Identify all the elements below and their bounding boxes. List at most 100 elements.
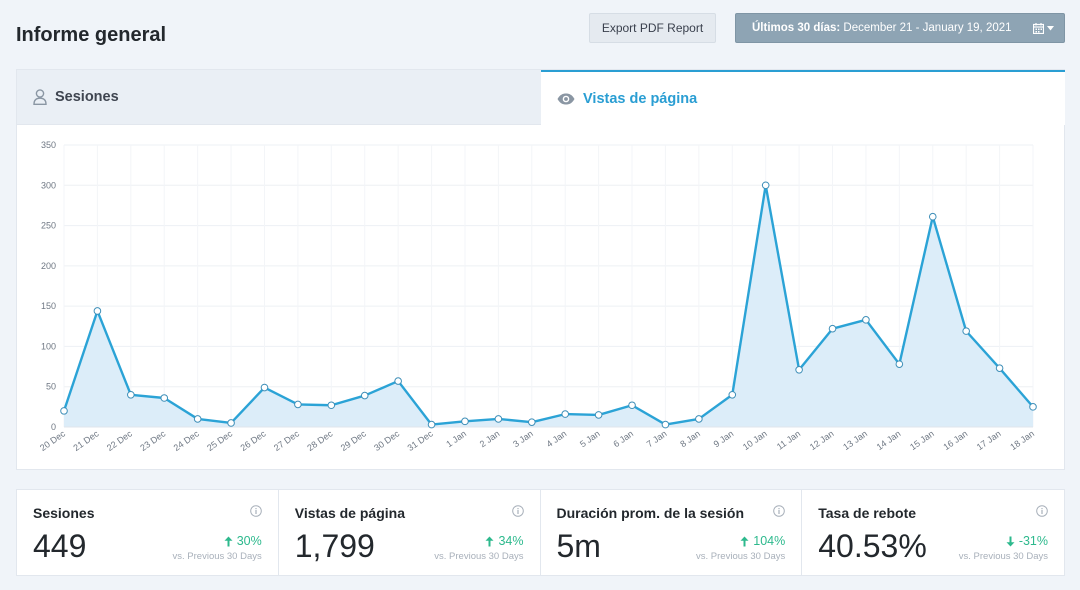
stat-label: Duración prom. de la sesión xyxy=(556,505,745,521)
y-tick-label: 350 xyxy=(41,140,56,150)
stat-comparison: vs. Previous 30 Days xyxy=(958,551,1048,562)
tab-sesiones[interactable]: Sesiones xyxy=(17,70,541,125)
x-tick-label: 2 Jan xyxy=(478,428,502,449)
tab-vistas-label: Vistas de página xyxy=(583,90,698,107)
x-tick-label: 18 Jan xyxy=(1008,428,1036,452)
stat-card: Duración prom. de la sesión 5m 104% vs. … xyxy=(541,490,803,575)
stats-row: Sesiones 449 30% vs. Previous 30 Days Vi… xyxy=(16,489,1065,576)
arrow-up-icon xyxy=(485,536,494,546)
x-tick-label: 1 Jan xyxy=(444,428,468,449)
x-tick-label: 26 Dec xyxy=(239,428,269,453)
date-range-value: December 21 - January 19, 2021 xyxy=(843,22,1012,34)
x-tick-label: 11 Jan xyxy=(775,428,802,451)
data-point xyxy=(394,377,402,385)
x-tick-label: 13 Jan xyxy=(841,428,869,452)
x-tick-label: 27 Dec xyxy=(272,428,302,453)
eye-icon xyxy=(557,93,575,104)
data-point xyxy=(761,181,770,190)
info-icon[interactable] xyxy=(511,505,524,517)
stat-change-value: 30% xyxy=(236,534,262,548)
info-icon[interactable] xyxy=(1036,505,1048,517)
date-range-button[interactable]: Últimos 30 días: December 21 - January 1… xyxy=(735,13,1065,43)
data-point xyxy=(628,401,636,410)
stat-change-value: 34% xyxy=(498,534,524,548)
x-tick-label: 28 Dec xyxy=(305,428,335,453)
x-tick-label: 29 Dec xyxy=(339,428,369,453)
x-tick-label: 3 Jan xyxy=(511,428,535,449)
date-range-prefix: Últimos 30 días: xyxy=(752,22,841,34)
stat-label: Sesiones xyxy=(33,505,95,521)
data-point xyxy=(828,324,837,333)
y-tick-label: 100 xyxy=(41,341,56,351)
x-tick-label: 21 Dec xyxy=(71,428,101,453)
x-tick-label: 17 Jan xyxy=(975,428,1003,452)
x-tick-label: 15 Jan xyxy=(908,428,936,452)
y-tick-label: 50 xyxy=(46,382,56,392)
y-tick-label: 200 xyxy=(41,261,56,271)
data-point xyxy=(895,360,904,368)
info-icon[interactable] xyxy=(249,505,262,517)
user-icon xyxy=(33,89,47,105)
data-point xyxy=(193,415,202,423)
data-point xyxy=(862,316,870,324)
x-tick-label: 14 Jan xyxy=(875,428,903,452)
data-point xyxy=(260,383,269,392)
data-point xyxy=(594,411,603,419)
data-point xyxy=(160,394,169,402)
data-point xyxy=(227,419,235,427)
x-tick-label: 9 Jan xyxy=(712,428,736,449)
chart-panel: Sesiones Vistas de página 0 50 100 150 200 25… xyxy=(16,69,1065,470)
data-point xyxy=(928,212,937,221)
stat-change-value: -31% xyxy=(1018,534,1048,548)
data-point xyxy=(661,420,670,429)
tab-sesiones-label: Sesiones xyxy=(55,89,119,105)
arrow-up-icon xyxy=(740,536,749,546)
data-point xyxy=(728,390,737,399)
x-tick-label: 23 Dec xyxy=(138,428,168,453)
stat-change: 34% xyxy=(485,534,524,548)
stat-label: Tasa de rebote xyxy=(818,505,917,521)
y-tick-label: 0 xyxy=(51,422,56,432)
data-point xyxy=(461,417,469,426)
series-area xyxy=(64,185,1033,427)
info-icon[interactable] xyxy=(773,505,786,517)
data-point xyxy=(127,390,135,399)
x-tick-label: 8 Jan xyxy=(678,428,702,449)
stat-change: 104% xyxy=(740,534,785,548)
x-tick-label: 7 Jan xyxy=(645,428,669,449)
data-point xyxy=(93,307,102,315)
data-point xyxy=(561,410,570,418)
x-tick-label: 16 Jan xyxy=(941,428,969,452)
stat-label: Vistas de página xyxy=(294,505,405,521)
x-tick-label: 12 Jan xyxy=(808,428,836,452)
caret-down-icon xyxy=(1047,25,1054,30)
data-point xyxy=(962,327,970,335)
stat-value: 449 xyxy=(33,528,87,564)
data-point xyxy=(494,415,503,423)
x-tick-label: 24 Dec xyxy=(172,428,202,453)
export-pdf-button[interactable]: Export PDF Report xyxy=(589,13,716,43)
y-tick-label: 250 xyxy=(41,221,56,231)
x-tick-label: 6 Jan xyxy=(611,428,635,449)
x-tick-label: 22 Dec xyxy=(105,428,135,453)
stat-value: 1,799 xyxy=(294,528,375,564)
y-tick-label: 300 xyxy=(41,180,56,190)
x-tick-label: 4 Jan xyxy=(545,428,569,449)
stat-comparison: vs. Previous 30 Days xyxy=(434,551,524,562)
stat-change: -31% xyxy=(1006,534,1048,548)
series-line xyxy=(62,184,1034,426)
x-tick-label: 25 Dec xyxy=(205,428,235,453)
stat-comparison: vs. Previous 30 Days xyxy=(172,551,262,562)
data-point xyxy=(795,365,803,374)
x-tick-label: 30 Dec xyxy=(372,428,402,453)
data-point xyxy=(327,401,336,410)
data-point xyxy=(427,420,436,429)
data-point xyxy=(1029,403,1037,411)
arrow-up-icon xyxy=(224,536,233,546)
stat-value: 5m xyxy=(556,528,601,564)
data-point xyxy=(294,400,302,409)
stat-change: 30% xyxy=(224,534,262,548)
tab-vistas-de-pagina[interactable]: Vistas de página xyxy=(541,70,1065,125)
x-tick-label: 31 Dec xyxy=(406,428,436,453)
